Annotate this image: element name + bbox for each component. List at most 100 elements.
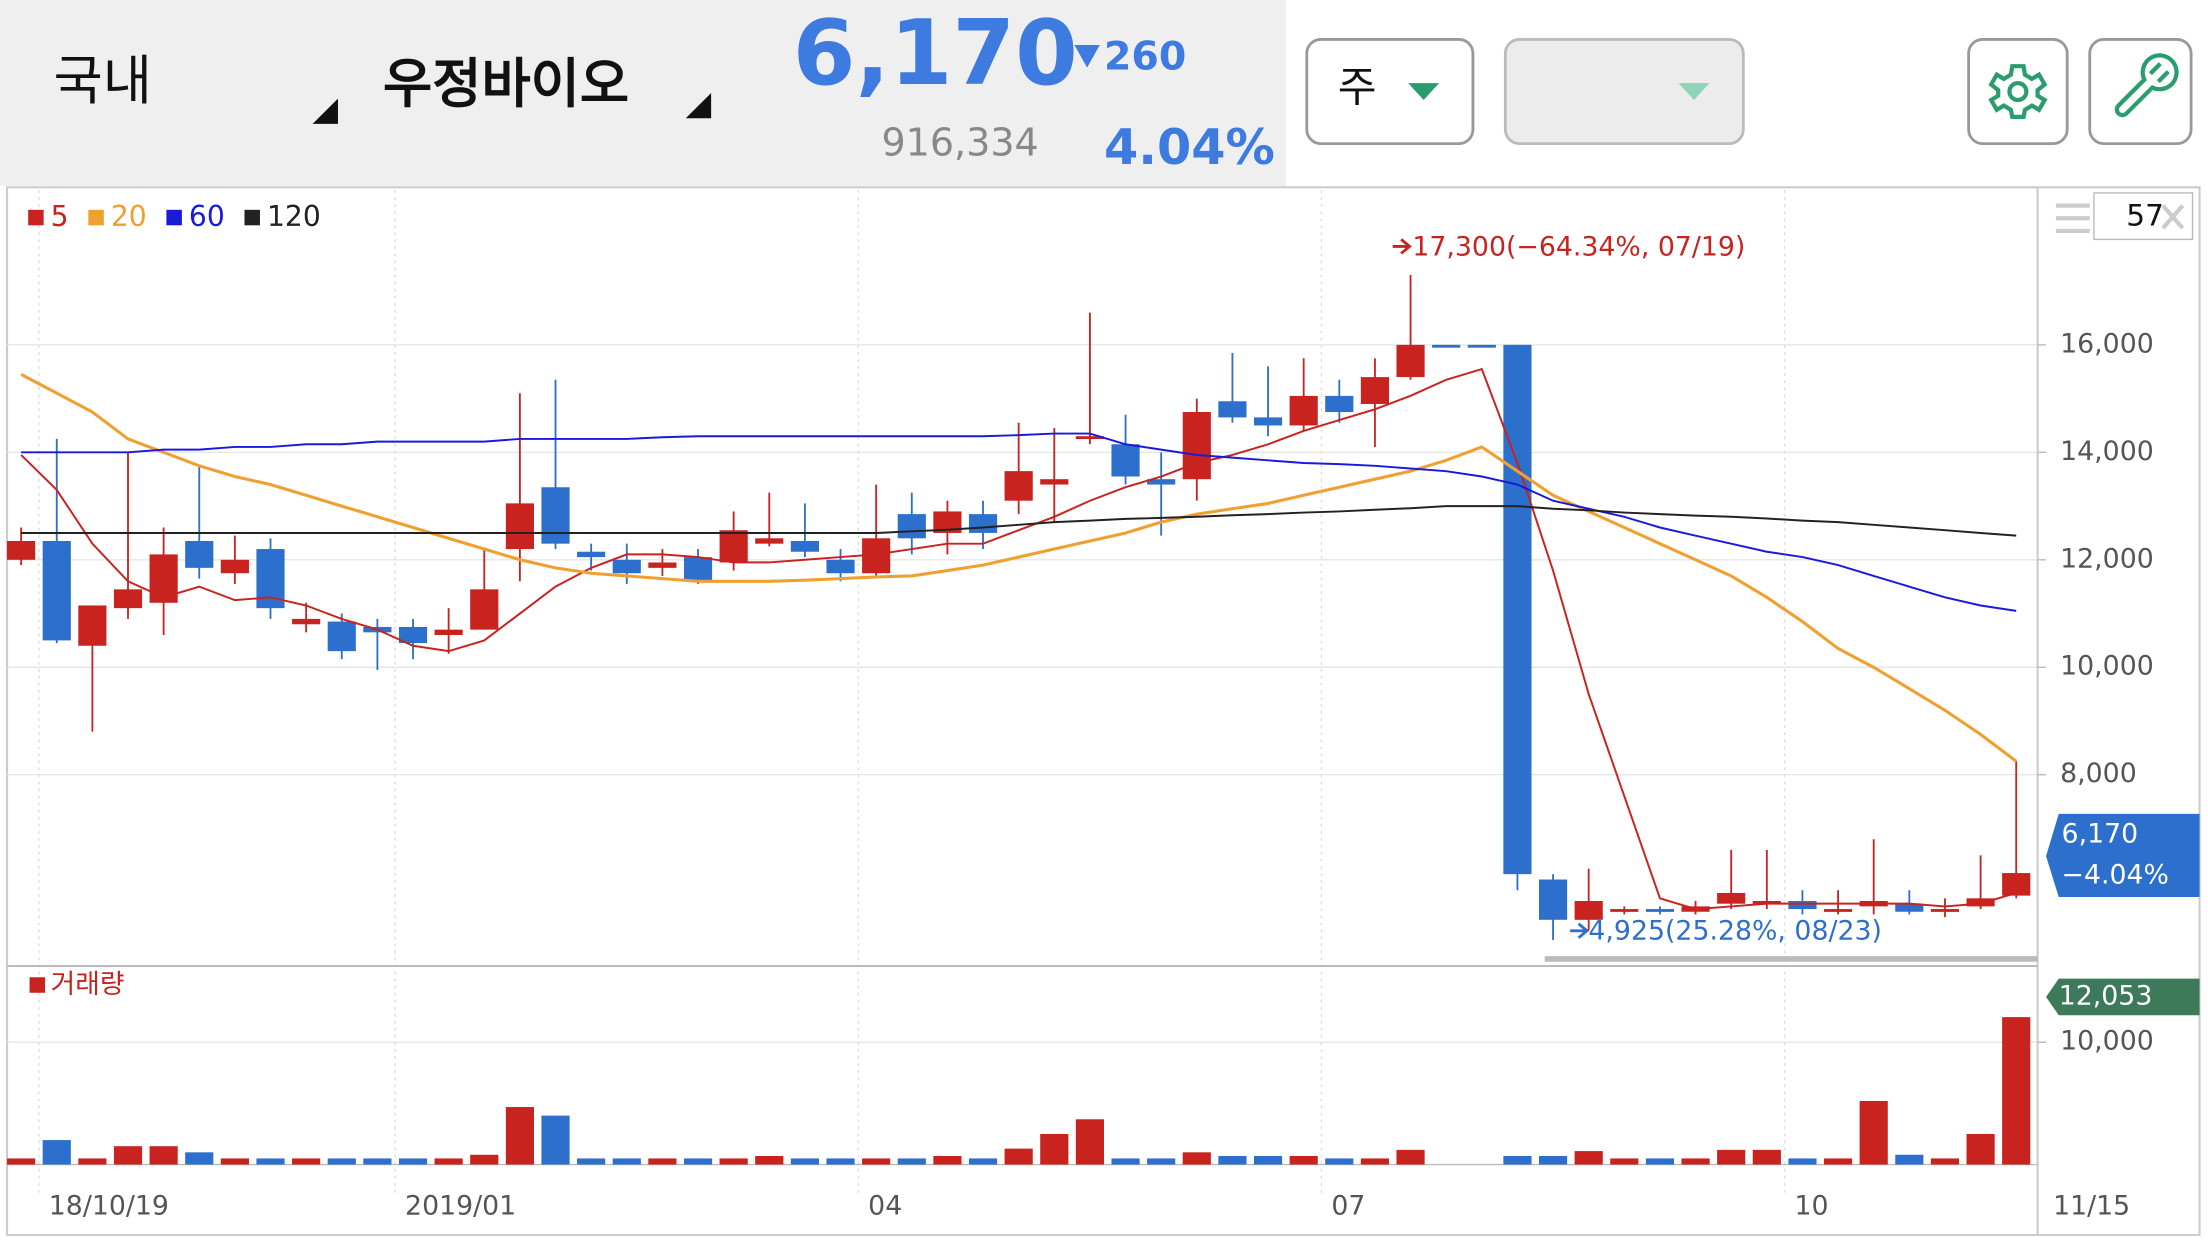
candle-body [790,540,819,552]
volume-bar [7,1158,36,1165]
candle-body [933,511,962,533]
volume-bar [1645,1158,1675,1165]
candle-body [1645,909,1675,912]
volume-tag-value: 12,053 [2059,980,2153,1011]
low-arrow [1570,922,1590,939]
volume-bar [1040,1133,1069,1165]
legend-swatch [28,209,44,226]
candle-body [1289,395,1318,426]
volume-bar [1253,1155,1283,1165]
volume-bar [185,1152,214,1165]
x-tick-label: 2019/01 [405,1190,516,1221]
volume-bar [755,1155,784,1165]
volume-bar [1930,1158,1960,1165]
volume-bar [612,1158,641,1165]
volume-bar [933,1155,962,1165]
market-select[interactable]: 국내 [54,49,152,112]
volume-legend: 거래량 [51,969,125,1000]
candle-body [683,557,713,582]
menu-icon[interactable] [2055,203,2090,234]
candle-body [541,487,570,544]
candle-body [327,621,356,652]
volume-bar [505,1107,534,1165]
volume-bar [1859,1100,1888,1165]
volume-bar [826,1158,855,1165]
candle-body [1966,898,1995,907]
settings-button[interactable] [1967,38,2069,146]
high-arrow [1392,238,1412,255]
volume-tag [2046,978,2200,1016]
period-label[interactable]: 주 [1338,63,1377,112]
period-dropdown[interactable] [1305,38,1475,146]
volume-bar [42,1140,71,1165]
volume-bar [897,1158,926,1165]
volume-bar [2002,1017,2031,1165]
candle-body [1574,901,1603,920]
indicator-arrow[interactable] [1678,83,1710,100]
bar-count[interactable]: 57 [2126,198,2164,232]
candle-body [1895,903,1924,912]
volume-legend-swatch [29,977,46,993]
volume-bar [683,1158,713,1165]
candle-body [1182,412,1211,480]
volume-bar [1360,1158,1390,1165]
close-icon[interactable] [2161,204,2185,230]
period-arrow[interactable] [1408,83,1440,100]
candle-body [1788,901,1817,910]
candle-body [220,559,249,574]
stock-dropdown-arrow[interactable] [685,92,712,119]
wrench-icon[interactable] [2107,48,2184,125]
candle-body [719,530,748,563]
volume-bar [1717,1149,1746,1165]
gear-icon[interactable] [1988,64,2048,119]
volume-bar [327,1158,356,1165]
volume-bar [1075,1119,1104,1165]
y-tick-label: 12,000 [2060,543,2154,574]
candle-body [398,626,428,644]
x-tick-label: 07 [1331,1190,1365,1221]
volume-bar [1895,1154,1924,1165]
price-change: 260 [1104,34,1186,80]
low-annotation: 4,925(25.28%, 08/23) [1588,916,1882,947]
market-dropdown-arrow[interactable] [312,98,338,124]
candle-body [1396,344,1425,378]
ma-line [20,373,2018,763]
candle-body [1467,344,1496,348]
volume-bar [862,1158,891,1165]
y-tick-label: 10,000 [2060,651,2154,682]
volume-bar [1681,1158,1710,1165]
candle-body [577,551,606,558]
volume-bar [1147,1158,1176,1165]
tools-button[interactable] [2088,38,2193,146]
x-tick-label: 10 [1794,1190,1828,1221]
candle-body [968,514,998,533]
x-tick-label: 18/10/19 [49,1190,169,1221]
legend-swatch [166,209,182,226]
volume-bar [541,1115,570,1165]
volume-bar [1004,1148,1033,1165]
volume-bar [363,1158,392,1165]
legend-label: 20 [111,200,147,233]
candle-body [1111,444,1140,477]
volume-bar [648,1158,677,1165]
volume-bar [1610,1158,1639,1165]
volume-bar [78,1158,107,1165]
volume-bar [719,1158,748,1165]
indicator-dropdown[interactable] [1503,38,1745,146]
volume-bar [1752,1149,1781,1165]
header-bg [0,0,1286,186]
current-price: 6,170 [793,1,1078,106]
candle-body [1040,479,1069,485]
candle-body [897,514,926,539]
ma-line [21,432,2017,612]
stock-name[interactable]: 우정바이오 [383,52,629,115]
count-box[interactable] [2093,192,2194,241]
volume-bar [1396,1149,1425,1165]
y-tick-label: 16,000 [2060,328,2154,359]
y-tick-label: 14,000 [2060,436,2154,467]
legend-swatch [88,209,104,226]
change-percent: 4.04% [1104,118,1275,176]
candle-body [1930,909,1960,912]
candle-body [612,559,641,574]
